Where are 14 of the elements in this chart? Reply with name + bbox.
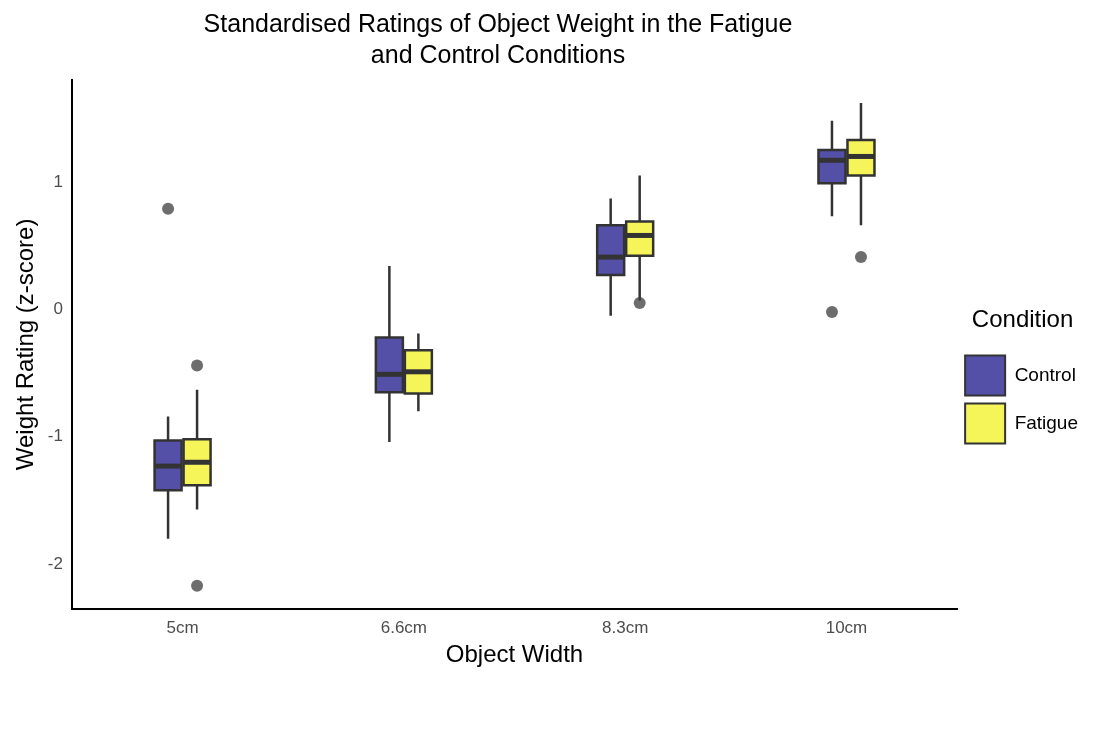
legend-label: Fatigue — [1014, 411, 1078, 433]
y-tick-label: -2 — [47, 553, 63, 573]
y-tick-label: 0 — [53, 299, 63, 319]
y-tick-label: 1 — [53, 171, 63, 191]
x-tick-label: 5cm — [166, 617, 199, 637]
x-tick-label: 8.3cm — [602, 617, 649, 637]
legend-title: Condition — [971, 305, 1074, 333]
chart-title: Standardised Ratings of Object Weight in the Fatigue and Control Conditions — [202, 8, 794, 70]
x-tick-label: 10cm — [825, 617, 868, 637]
y-axis-title: Weight Rating (z-score) — [11, 218, 39, 471]
legend-label: Control — [1014, 363, 1076, 385]
x-axis-title: Object Width — [445, 640, 584, 668]
y-tick-label: -1 — [47, 426, 63, 446]
x-tick-label: 6.6cm — [380, 617, 428, 637]
